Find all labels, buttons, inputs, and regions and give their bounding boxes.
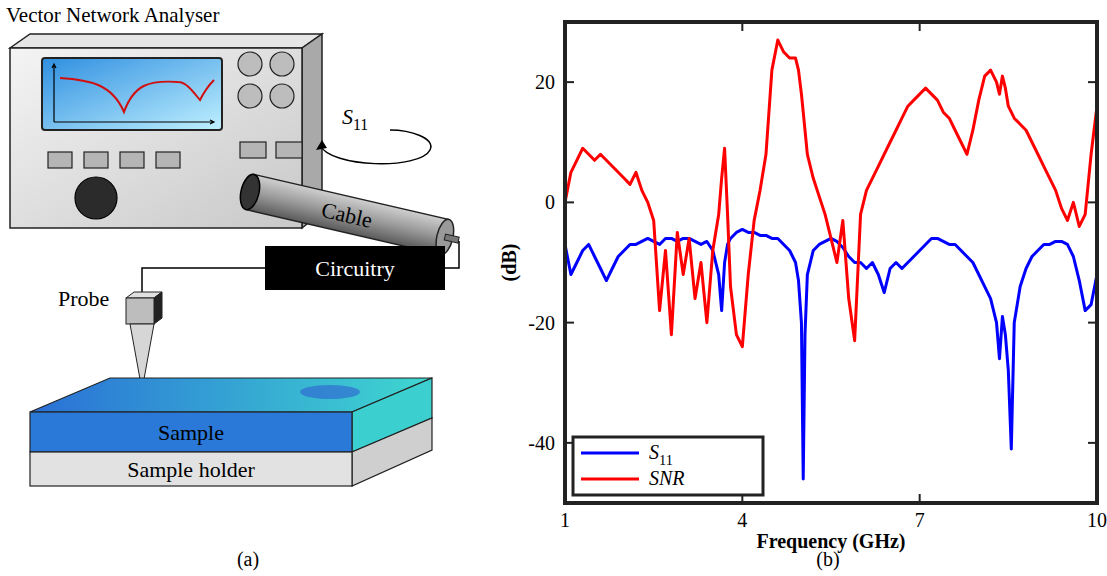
x-tick [564,22,566,31]
x-tick [1096,494,1098,503]
panel-caption: (b) [816,548,839,571]
x-tick [564,494,566,503]
screen-axes [52,64,214,124]
vna-key [84,152,108,168]
diagram: Vector Network Analyser Cable S11 Circuitry… [6,3,463,571]
y-tick-label: -20 [528,312,555,334]
circuitry-box [265,246,445,290]
s11-arrowhead [316,140,327,150]
figure: Vector Network AnalyserCableS11Circuitry… [0,0,1107,576]
panel-caption: (a) [237,548,259,571]
plot-frame [565,22,1097,503]
vna-key [240,142,266,158]
label-subscript: 11 [659,452,673,468]
legend-label: S11 [649,441,673,468]
x-tick [919,494,921,503]
cable-body [246,174,449,254]
vna-screen [42,58,222,130]
y-tick [1088,322,1097,324]
x-tick [1096,22,1098,31]
y-tick [1088,442,1097,444]
x-tick-label: 4 [737,509,747,531]
vna-key [48,152,72,168]
probe-side [154,292,162,324]
x-tick-label: 7 [915,509,925,531]
chart: -40-2002014710Frequency (GHz)(dB)S11SNR(… [498,22,1107,571]
y-tick [565,201,574,203]
y-tick [565,81,574,83]
legend-swatch [581,452,639,455]
diagram-title: Vector Network Analyser [6,3,219,27]
x-tick [919,22,921,31]
circuitry-label: Circuitry [315,256,394,281]
vna-button [238,84,262,108]
legend: S11SNR [573,437,763,495]
legend-label: SNR [649,467,685,489]
label-main: S [649,441,659,463]
legend-swatch [581,478,639,481]
y-tick-label: 0 [545,191,555,213]
y-tick [1088,201,1097,203]
label-main: S [342,104,353,129]
legend-box [573,437,763,495]
vna-button [270,52,294,76]
holder-side [352,418,432,486]
y-axis-title: (dB) [498,244,521,282]
cable-label: Cable [319,197,375,233]
y-tick-label: 20 [535,71,555,93]
vna-button [238,52,262,76]
x-tick [741,22,743,31]
sample-spot [300,385,360,399]
y-tick [1088,81,1097,83]
probe-block [126,298,154,324]
y-tick-label: -40 [528,432,555,454]
vna-key [120,152,144,168]
label-subscript: 11 [353,116,368,133]
vna-top [10,34,322,48]
s11-arrow [320,130,431,164]
cable: Cable [237,172,462,257]
sample-front [30,412,352,452]
holder-front [30,452,352,486]
wire [445,241,459,268]
series-group [565,40,1097,479]
probe-label: Probe [58,286,109,311]
cable-pin [444,234,459,243]
vna-key [156,152,180,168]
vna-key [276,142,302,158]
x-tick-label: 1 [560,509,570,531]
sample-label: Sample [158,420,224,445]
y-tick [565,322,574,324]
s11-label: S11 [342,104,368,133]
x-tick-label: 10 [1087,509,1107,531]
cable-connector [237,172,263,211]
wire [142,268,265,292]
screen-curve [60,78,214,112]
series-line [565,40,1097,347]
vna-button [270,84,294,108]
plot-area [565,22,1097,503]
vna-knob [75,177,117,219]
holder-label: Sample holder [127,457,255,482]
